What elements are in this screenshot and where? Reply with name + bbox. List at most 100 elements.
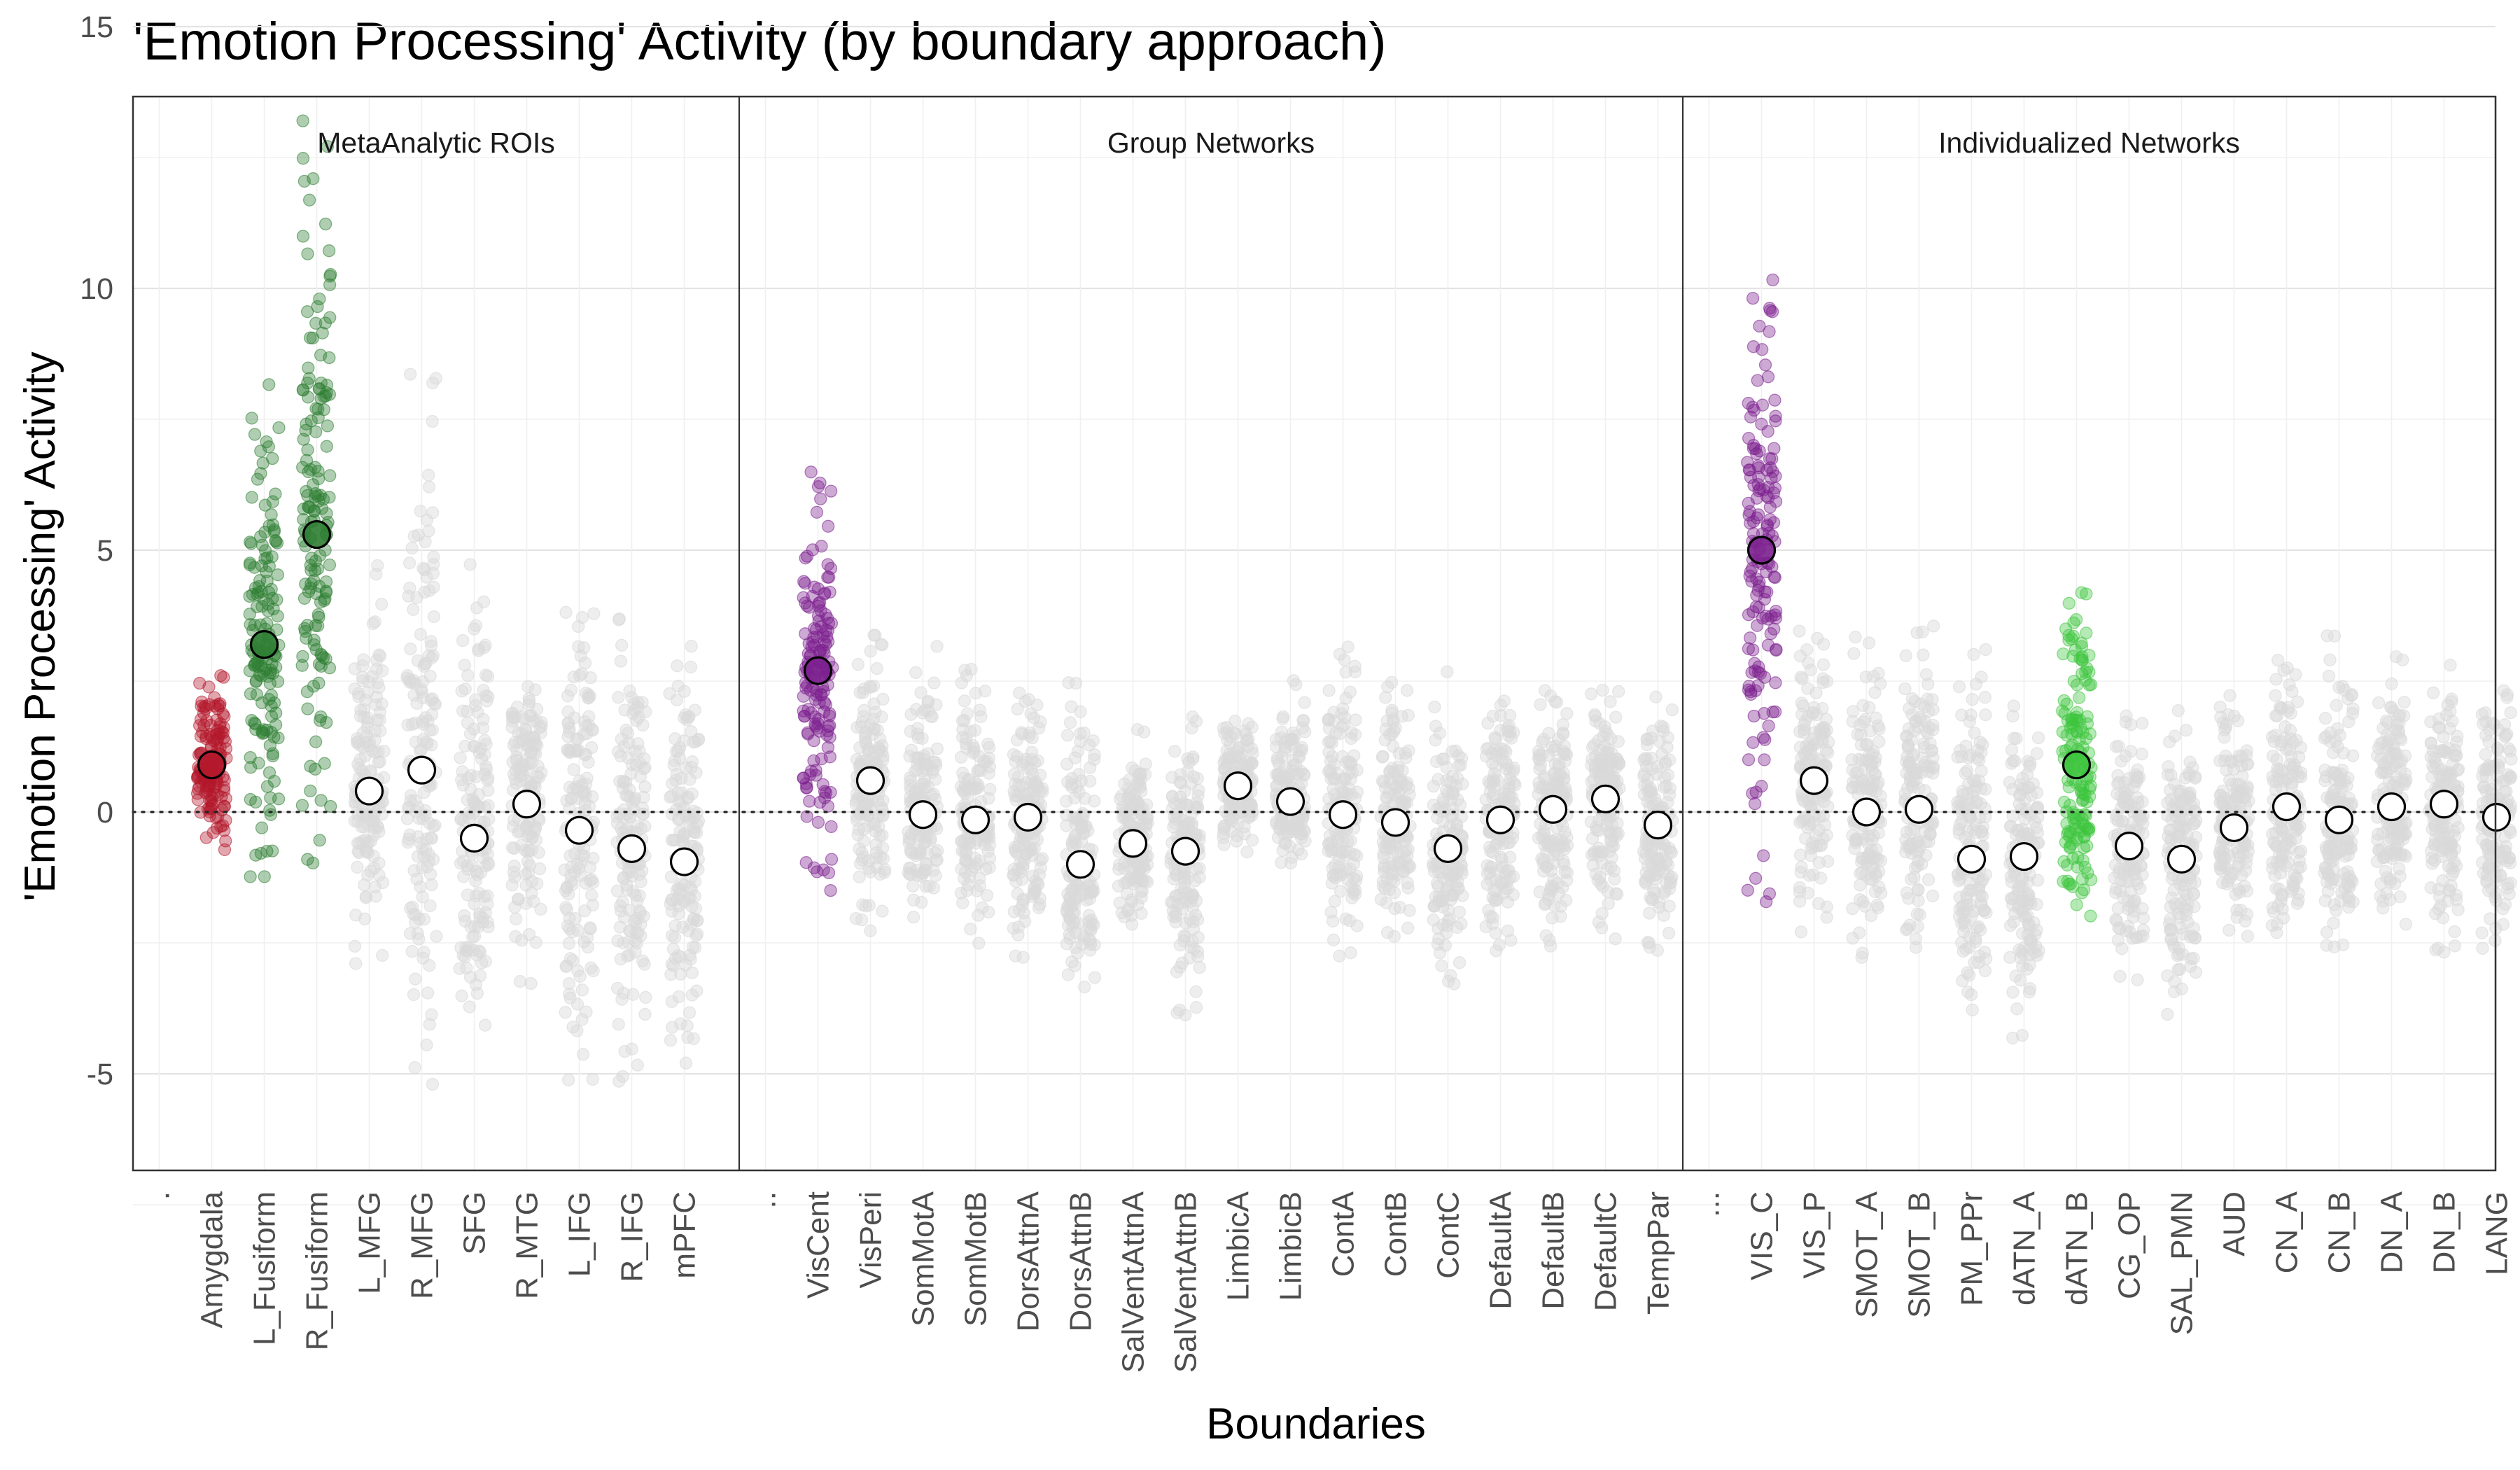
data-point	[1438, 939, 1452, 952]
data-point	[561, 730, 575, 743]
data-point	[266, 495, 279, 508]
data-point	[1954, 743, 1967, 757]
data-point	[374, 724, 387, 738]
data-point	[2032, 944, 2045, 958]
data-point	[853, 870, 866, 883]
data-point	[869, 817, 882, 830]
data-point	[1433, 727, 1446, 740]
data-point	[368, 615, 382, 629]
data-point	[681, 1030, 694, 1044]
data-point	[967, 741, 981, 755]
data-point	[580, 719, 593, 732]
data-point	[1752, 461, 1765, 475]
data-point	[1763, 887, 1777, 900]
data-point	[1757, 849, 1770, 862]
data-point	[1588, 710, 1602, 723]
data-point	[2009, 969, 2022, 983]
data-point	[479, 860, 492, 873]
data-point	[461, 771, 475, 785]
data-point	[904, 783, 918, 797]
data-point	[477, 641, 491, 654]
data-point	[260, 551, 274, 564]
data-point	[1324, 734, 1337, 748]
data-point	[924, 832, 937, 846]
data-point	[376, 948, 389, 962]
data-point	[1793, 881, 1807, 895]
data-point	[1973, 881, 1986, 894]
data-point	[312, 464, 325, 478]
data-point	[264, 808, 278, 821]
data-point	[1484, 909, 1497, 923]
data-point	[301, 853, 314, 866]
data-point	[251, 472, 265, 486]
data-point	[815, 540, 828, 553]
data-point	[921, 747, 934, 760]
data-point	[508, 870, 522, 884]
data-point	[1741, 456, 1754, 469]
data-point	[358, 878, 371, 892]
data-point	[1853, 893, 1867, 906]
data-point	[1228, 715, 1242, 728]
data-point	[1168, 817, 1182, 830]
data-point	[972, 909, 985, 922]
data-point	[455, 685, 468, 698]
data-point	[1489, 926, 1502, 940]
data-point	[320, 440, 333, 453]
data-point	[296, 461, 309, 474]
data-point	[1591, 874, 1604, 887]
data-point	[357, 653, 370, 666]
data-point	[480, 694, 493, 708]
data-point	[301, 443, 314, 456]
data-point	[1027, 711, 1040, 724]
data-point	[629, 714, 643, 727]
data-point	[1324, 772, 1338, 785]
data-point	[218, 843, 232, 857]
data-point	[473, 969, 487, 982]
data-point	[1643, 785, 1656, 798]
data-point	[1749, 872, 1763, 885]
data-point	[821, 570, 834, 584]
data-point	[672, 813, 685, 827]
data-point	[318, 217, 332, 231]
data-point	[808, 710, 822, 724]
data-point	[1400, 684, 1414, 697]
data-point	[1969, 678, 1983, 691]
data-point	[904, 845, 918, 859]
data-point	[1174, 790, 1187, 804]
data-point	[1903, 755, 1917, 769]
data-point	[585, 873, 598, 886]
data-point	[852, 822, 865, 836]
data-point	[1744, 470, 1758, 484]
data-point	[804, 465, 818, 479]
data-point	[1924, 827, 1937, 841]
data-point	[1088, 748, 1101, 762]
data-point	[1658, 757, 1672, 771]
data-point	[1193, 862, 1206, 875]
data-point	[267, 774, 281, 788]
data-point	[811, 609, 825, 623]
data-point	[358, 912, 372, 925]
data-point	[578, 656, 592, 670]
data-point	[348, 939, 362, 953]
data-point	[633, 868, 646, 881]
data-point	[1798, 748, 1811, 761]
data-point	[317, 402, 330, 416]
data-point	[1019, 776, 1033, 790]
data-point	[687, 736, 700, 749]
data-point	[295, 799, 309, 812]
data-point	[351, 815, 365, 828]
data-point	[672, 990, 686, 1004]
data-point	[1135, 885, 1149, 898]
data-point	[2030, 923, 2043, 937]
data-point	[629, 934, 642, 948]
data-point	[1133, 872, 1147, 885]
data-point	[465, 859, 479, 872]
data-point	[296, 230, 310, 243]
data-point	[1802, 869, 1816, 882]
data-point	[479, 1018, 492, 1032]
data-point	[814, 492, 827, 505]
data-point	[1542, 892, 1555, 906]
data-point	[472, 746, 486, 759]
data-point	[1558, 755, 1572, 768]
data-point	[1137, 860, 1150, 873]
